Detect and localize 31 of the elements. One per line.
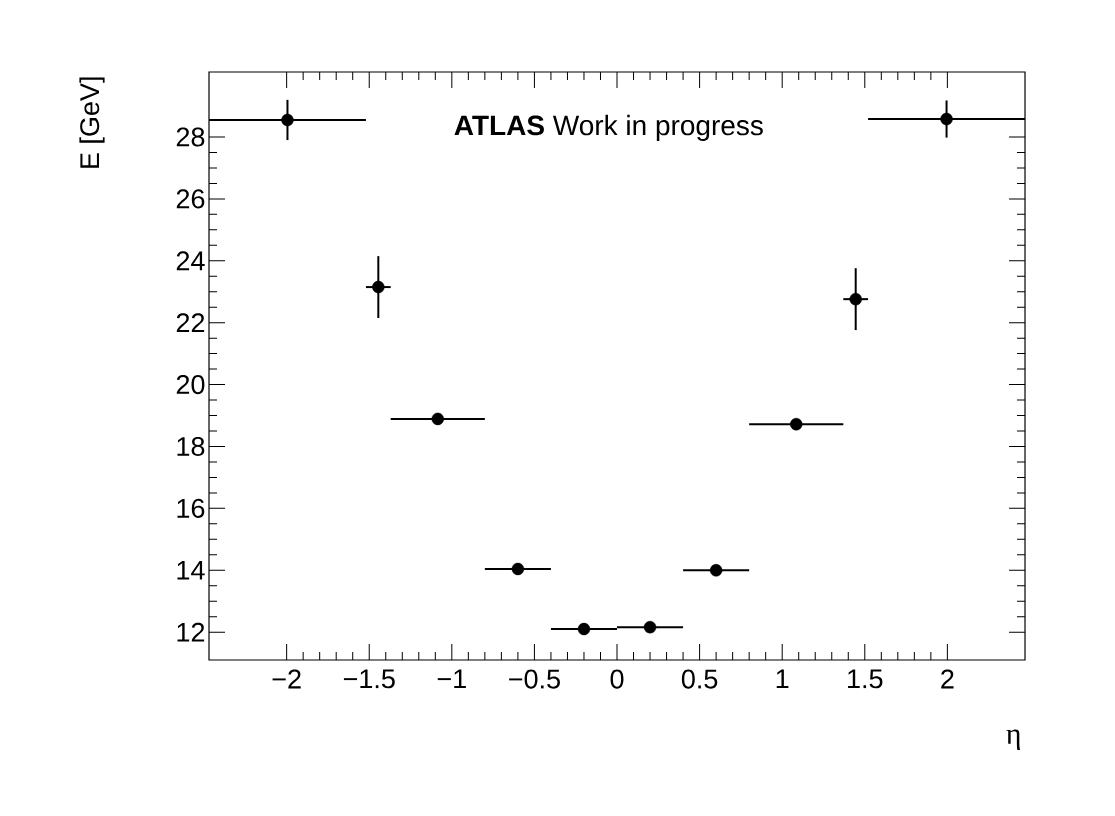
x-tick-label: 1.5	[848, 669, 883, 689]
point	[643, 620, 657, 634]
x-tick-label: 2	[941, 669, 954, 689]
point	[577, 622, 591, 636]
x-axis-title: η	[1006, 729, 1020, 751]
y-tick-label: 22	[176, 313, 205, 333]
x-tick-label: 1	[776, 669, 789, 689]
y-tick-label: 26	[176, 189, 205, 209]
point	[281, 113, 294, 127]
y-tick-label: 16	[177, 498, 205, 518]
x-tick-label: 0.5	[681, 669, 718, 689]
point	[431, 412, 444, 426]
y-tick-label: 18	[177, 436, 205, 457]
y-tick-label: 24	[176, 251, 205, 271]
x-tick-label: 0	[610, 669, 624, 689]
annotation: ATLAS Work in progress	[454, 114, 763, 141]
x-tick-label: −1	[437, 669, 466, 689]
point	[790, 417, 803, 431]
x-tick-label: −1.5	[343, 669, 395, 689]
y-tick-label: 28	[176, 127, 205, 147]
y-tick-label: 14	[177, 560, 205, 580]
y-axis-title: E [GeV]	[79, 77, 105, 168]
point	[372, 280, 385, 294]
point	[849, 292, 862, 306]
x-tick-label: −2	[272, 669, 301, 689]
point	[940, 112, 953, 126]
x-tick-label: −0.5	[509, 669, 560, 689]
point	[709, 564, 723, 577]
point	[511, 562, 525, 576]
y-tick-label: 12	[177, 622, 205, 642]
y-tick-label: 20	[176, 375, 205, 395]
